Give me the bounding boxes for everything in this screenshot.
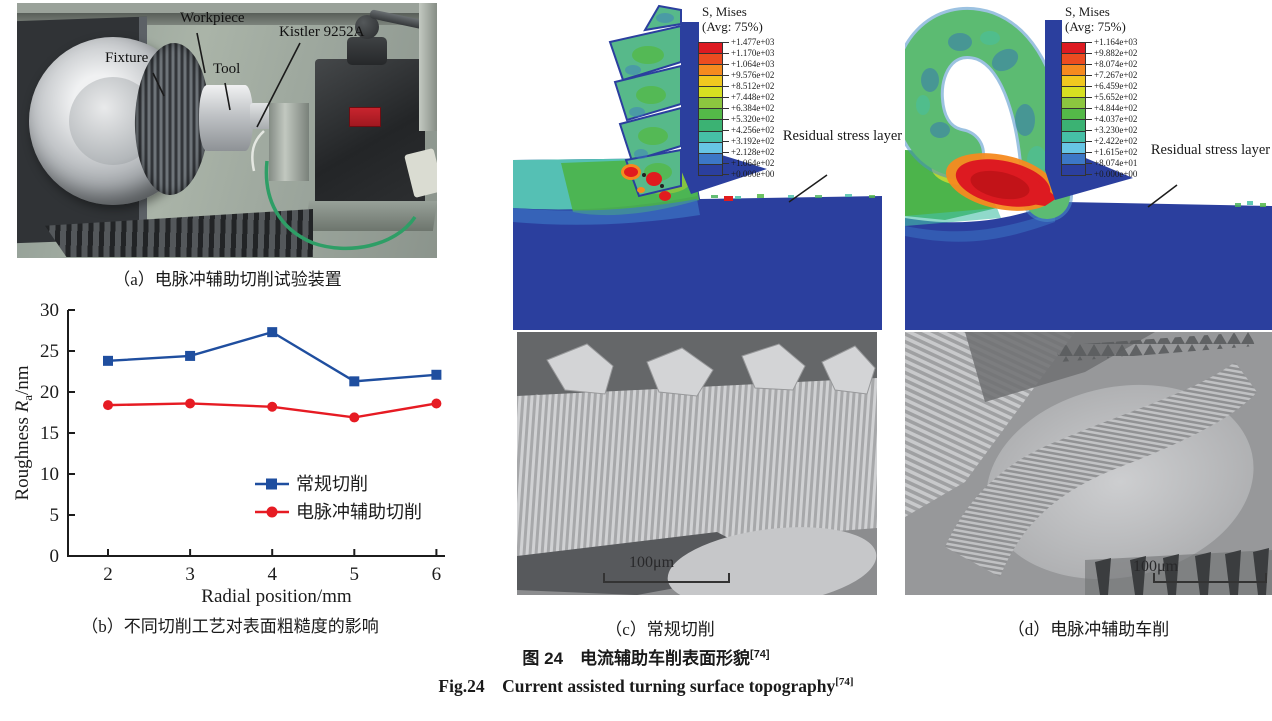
fixture-pointer-line (152, 72, 165, 97)
svg-text:4: 4 (267, 564, 277, 585)
scalebar-d (1153, 573, 1267, 583)
legend-colorbar (698, 41, 723, 176)
stress-legend-d: S, Mises (Avg: 75%) +1.164e+03 +9.882e+02… (1057, 4, 1137, 180)
white-wire (251, 130, 265, 172)
photo-annotation-lines (152, 32, 417, 251)
tool-pointer-line (224, 82, 231, 111)
svg-text:Roughness Ra/nm: Roughness Ra/nm (12, 365, 35, 500)
panel-b-caption: （b）不同切削工艺对表面粗糙度的影响 (81, 617, 379, 636)
figure-ref-zh: [74] (750, 648, 770, 661)
chip-lamellae (945, 362, 1257, 577)
panel-a-caption: （a）电脉冲辅助切削试验装置 (113, 270, 342, 289)
scalebar-label-d: 100μm (1133, 558, 1179, 575)
right-rail (419, 3, 437, 131)
workpiece-holder (199, 85, 253, 151)
dark-spikes (1095, 548, 1269, 595)
svg-text:Radial position/mm: Radial position/mm (201, 586, 352, 607)
tool-post-cap (347, 37, 387, 65)
chip-lamellae (517, 378, 877, 556)
dynamometer-plate (269, 103, 309, 181)
svg-text:5: 5 (50, 505, 60, 526)
svg-text:6: 6 (432, 564, 442, 585)
figure-caption-zh: 图 24 电流辅助车削表面形貌[74] (286, 644, 1006, 669)
kistler-pointer-line (256, 42, 301, 128)
chip-blue-mottling (625, 13, 674, 159)
legend-values: +1.164e+03 +9.882e+02 +8.074e+02 +7.267e+02… (1086, 37, 1137, 180)
surface-flakes (546, 343, 876, 397)
scalebar-c (603, 573, 730, 583)
scalebar-label-c: 100μm (629, 554, 675, 571)
label-dynamometer: Kistler 9252A (279, 24, 365, 40)
panel-d-caption: （d）电脉冲辅助车削 (1007, 620, 1170, 639)
stress-band-blue (513, 199, 700, 225)
panel-d-sem-image: 100μm (905, 332, 1272, 595)
stress-legend-c: S, Mises (Avg: 75%) +1.477e+03 +1.170e+03… (694, 4, 774, 180)
residual-annotation-line (1147, 184, 1178, 208)
red-label-plate (349, 107, 381, 127)
roughness-chart: 0 5 10 15 20 25 30 2 3 4 5 6 Radial position/mm Rough… (12, 300, 445, 607)
workpiece-machined (700, 196, 882, 330)
legend-title: S, Mises (1065, 4, 1110, 19)
residual-stress-speckles (1235, 201, 1266, 207)
green-cable (264, 160, 417, 251)
panel-c-caption: （c）常规切削 (605, 620, 715, 639)
residual-stress-annotation-d: Residual stress layer (1150, 142, 1271, 158)
svg-text:20: 20 (40, 382, 59, 403)
legend-colorbar (1061, 41, 1086, 176)
sem-c-art (517, 332, 877, 595)
sem-d-art (905, 332, 1272, 595)
svg-text:15: 15 (40, 423, 59, 444)
serrated-chip (608, 4, 682, 198)
figure-ref-en: [74] (835, 676, 854, 689)
stress-hotspot-major (945, 153, 1057, 211)
surface-hotspot (724, 196, 733, 201)
legend-subtitle: (Avg: 75%) (702, 18, 763, 34)
residual-stress-annotation-c: Residual stress layer (782, 128, 903, 144)
svg-text:电脉冲辅助切削: 电脉冲辅助切削 (296, 502, 422, 522)
svg-text:25: 25 (40, 341, 59, 362)
legend-values: +1.477e+03 +1.170e+03 +1.064e+03 +9.576e+02… (723, 37, 774, 180)
panel-d-simulation (905, 7, 1272, 330)
svg-text:0: 0 (50, 546, 60, 567)
residual-stress-speckles (711, 194, 875, 201)
residual-annotation-line (788, 174, 828, 203)
stress-hotspots (621, 164, 671, 201)
figure-caption-en-text: Fig.24 Current assisted turning surface … (438, 676, 836, 696)
label-tool: Tool (213, 61, 241, 77)
serrated-edge (1055, 332, 1255, 362)
tool-post (315, 59, 425, 207)
photo-wall (17, 3, 437, 13)
svg-text:3: 3 (185, 564, 195, 585)
workpiece-pointer-line (196, 32, 206, 74)
svg-text:2: 2 (103, 564, 113, 585)
chip-blue-mottling (921, 33, 1035, 138)
figure-caption-zh-text: 图 24 电流辅助车削表面形貌 (522, 649, 751, 668)
legend-title: S, Mises (702, 4, 747, 19)
figure-caption-en: Fig.24 Current assisted turning surface … (286, 673, 1006, 698)
svg-text:5: 5 (350, 564, 360, 585)
stress-band-teal (905, 208, 1001, 226)
svg-text:30: 30 (40, 300, 59, 321)
svg-text:10: 10 (40, 464, 59, 485)
panel-c-sem-image: 100μm (517, 332, 877, 595)
legend-subtitle: (Avg: 75%) (1065, 18, 1126, 34)
svg-text:常规切削: 常规切削 (296, 474, 368, 494)
label-workpiece: Workpiece (180, 10, 245, 26)
panel-a-photo: Fixture Workpiece Tool Kistler 9252A (17, 3, 437, 258)
stress-band-blue (905, 212, 1055, 242)
label-fixture: Fixture (105, 50, 149, 66)
